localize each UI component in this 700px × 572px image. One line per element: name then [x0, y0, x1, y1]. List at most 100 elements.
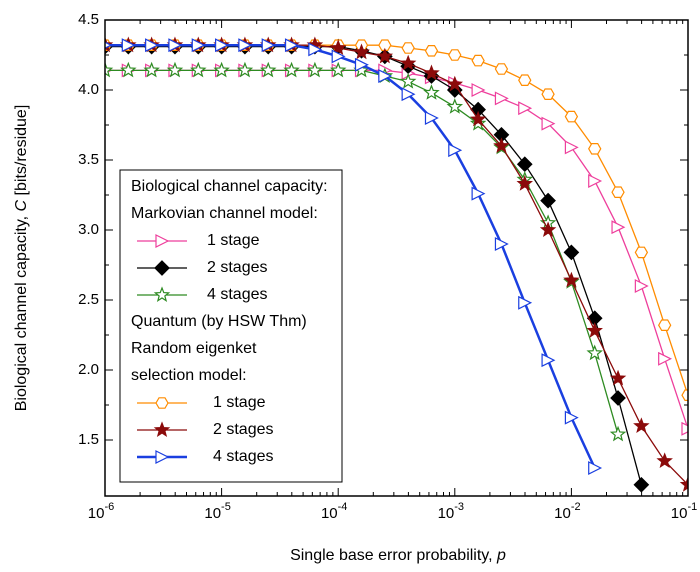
- legend-marker: [153, 421, 171, 438]
- marker: [564, 110, 579, 123]
- y-label-text: Biological channel capacity,: [13, 211, 30, 411]
- x-tick-exponent: -4: [338, 501, 348, 513]
- y-tick-label: 2.0: [78, 361, 99, 378]
- legend-heading: Random eigenket: [131, 340, 257, 357]
- marker: [191, 38, 206, 53]
- marker: [609, 425, 627, 442]
- marker: [353, 43, 370, 60]
- marker: [633, 417, 650, 434]
- marker: [471, 186, 486, 201]
- marker: [609, 369, 627, 386]
- legend-label: 4 stages: [207, 286, 267, 303]
- marker: [469, 110, 487, 127]
- marker: [354, 57, 369, 72]
- legend-heading: selection model:: [131, 367, 247, 384]
- marker: [446, 98, 464, 114]
- marker: [681, 421, 688, 436]
- marker: [105, 41, 113, 49]
- marker: [634, 279, 649, 293]
- marker: [656, 452, 673, 469]
- marker: [283, 61, 300, 78]
- x-tick-label: 10-1: [671, 501, 697, 522]
- y-label-unit: [bits/residue]: [13, 105, 30, 200]
- marker: [213, 61, 230, 78]
- plot-frame: [104, 19, 689, 497]
- marker: [446, 75, 464, 92]
- series-line: [105, 43, 596, 469]
- marker: [588, 461, 603, 475]
- legend-heading: Markovian channel model:: [131, 205, 318, 222]
- x-label-symbol: p: [496, 547, 506, 564]
- marker: [329, 39, 347, 56]
- x-tick-base: 10: [554, 505, 571, 522]
- marker: [494, 237, 509, 251]
- marker: [424, 44, 439, 57]
- x-tick-exponent: -1: [687, 501, 697, 513]
- x-axis-label: Single base error probability, p: [290, 547, 506, 564]
- marker: [331, 49, 346, 64]
- marker: [516, 156, 533, 173]
- legend-marker: [154, 260, 170, 276]
- marker: [540, 192, 556, 209]
- x-tick-label: 10-5: [204, 501, 230, 522]
- marker: [541, 116, 556, 131]
- marker: [471, 83, 486, 97]
- x-tick-label: 10-4: [321, 501, 347, 522]
- marker: [541, 353, 556, 368]
- marker: [215, 38, 229, 53]
- y-tick-label: 1.5: [78, 431, 99, 448]
- marker: [494, 91, 509, 106]
- marker: [259, 61, 277, 78]
- marker: [588, 143, 602, 155]
- marker: [494, 63, 509, 75]
- x-tick-exponent: -6: [104, 501, 114, 513]
- x-tick-label: 10-3: [438, 501, 464, 522]
- x-tick-exponent: -2: [571, 501, 581, 513]
- marker: [518, 101, 533, 116]
- marker: [564, 410, 579, 425]
- plot-area: [105, 36, 688, 493]
- legend-label: 1 stage: [213, 394, 266, 411]
- x-tick-base: 10: [88, 505, 105, 522]
- marker: [448, 49, 462, 61]
- marker: [121, 38, 136, 53]
- marker: [588, 174, 603, 188]
- marker: [586, 322, 603, 338]
- marker: [236, 61, 254, 78]
- y-label-symbol: C: [13, 199, 30, 211]
- marker: [401, 87, 416, 102]
- y-tick-label: 4.0: [78, 81, 99, 98]
- x-tick-exponent: -5: [221, 501, 231, 513]
- y-tick-label: 3.5: [78, 151, 99, 168]
- marker: [284, 38, 299, 53]
- x-tick-label: 10-2: [554, 501, 580, 522]
- marker: [423, 64, 440, 81]
- marker: [401, 42, 415, 54]
- marker: [539, 221, 557, 238]
- marker: [261, 38, 276, 53]
- marker: [308, 42, 323, 57]
- marker: [423, 84, 440, 100]
- y-tick-label: 2.5: [78, 291, 99, 308]
- y-tick-label: 4.5: [78, 11, 99, 28]
- marker: [563, 244, 580, 261]
- marker: [329, 61, 347, 78]
- marker: [610, 390, 626, 406]
- marker: [541, 88, 555, 101]
- legend-marker: [155, 234, 170, 248]
- x-tick-base: 10: [438, 505, 455, 522]
- x-tick-label: 10-6: [88, 501, 114, 522]
- legend-heading: Biological channel capacity:: [131, 178, 328, 195]
- marker: [105, 61, 114, 78]
- marker: [166, 61, 184, 78]
- x-tick-base: 10: [321, 505, 338, 522]
- x-label-text: Single base error probability,: [290, 547, 497, 564]
- marker: [306, 61, 324, 78]
- marker: [611, 186, 625, 198]
- x-tick-exponent: -3: [454, 501, 464, 513]
- legend-label: 1 stage: [207, 232, 260, 249]
- marker: [378, 39, 392, 52]
- legend-label: 2 stages: [213, 421, 273, 438]
- marker: [120, 61, 137, 78]
